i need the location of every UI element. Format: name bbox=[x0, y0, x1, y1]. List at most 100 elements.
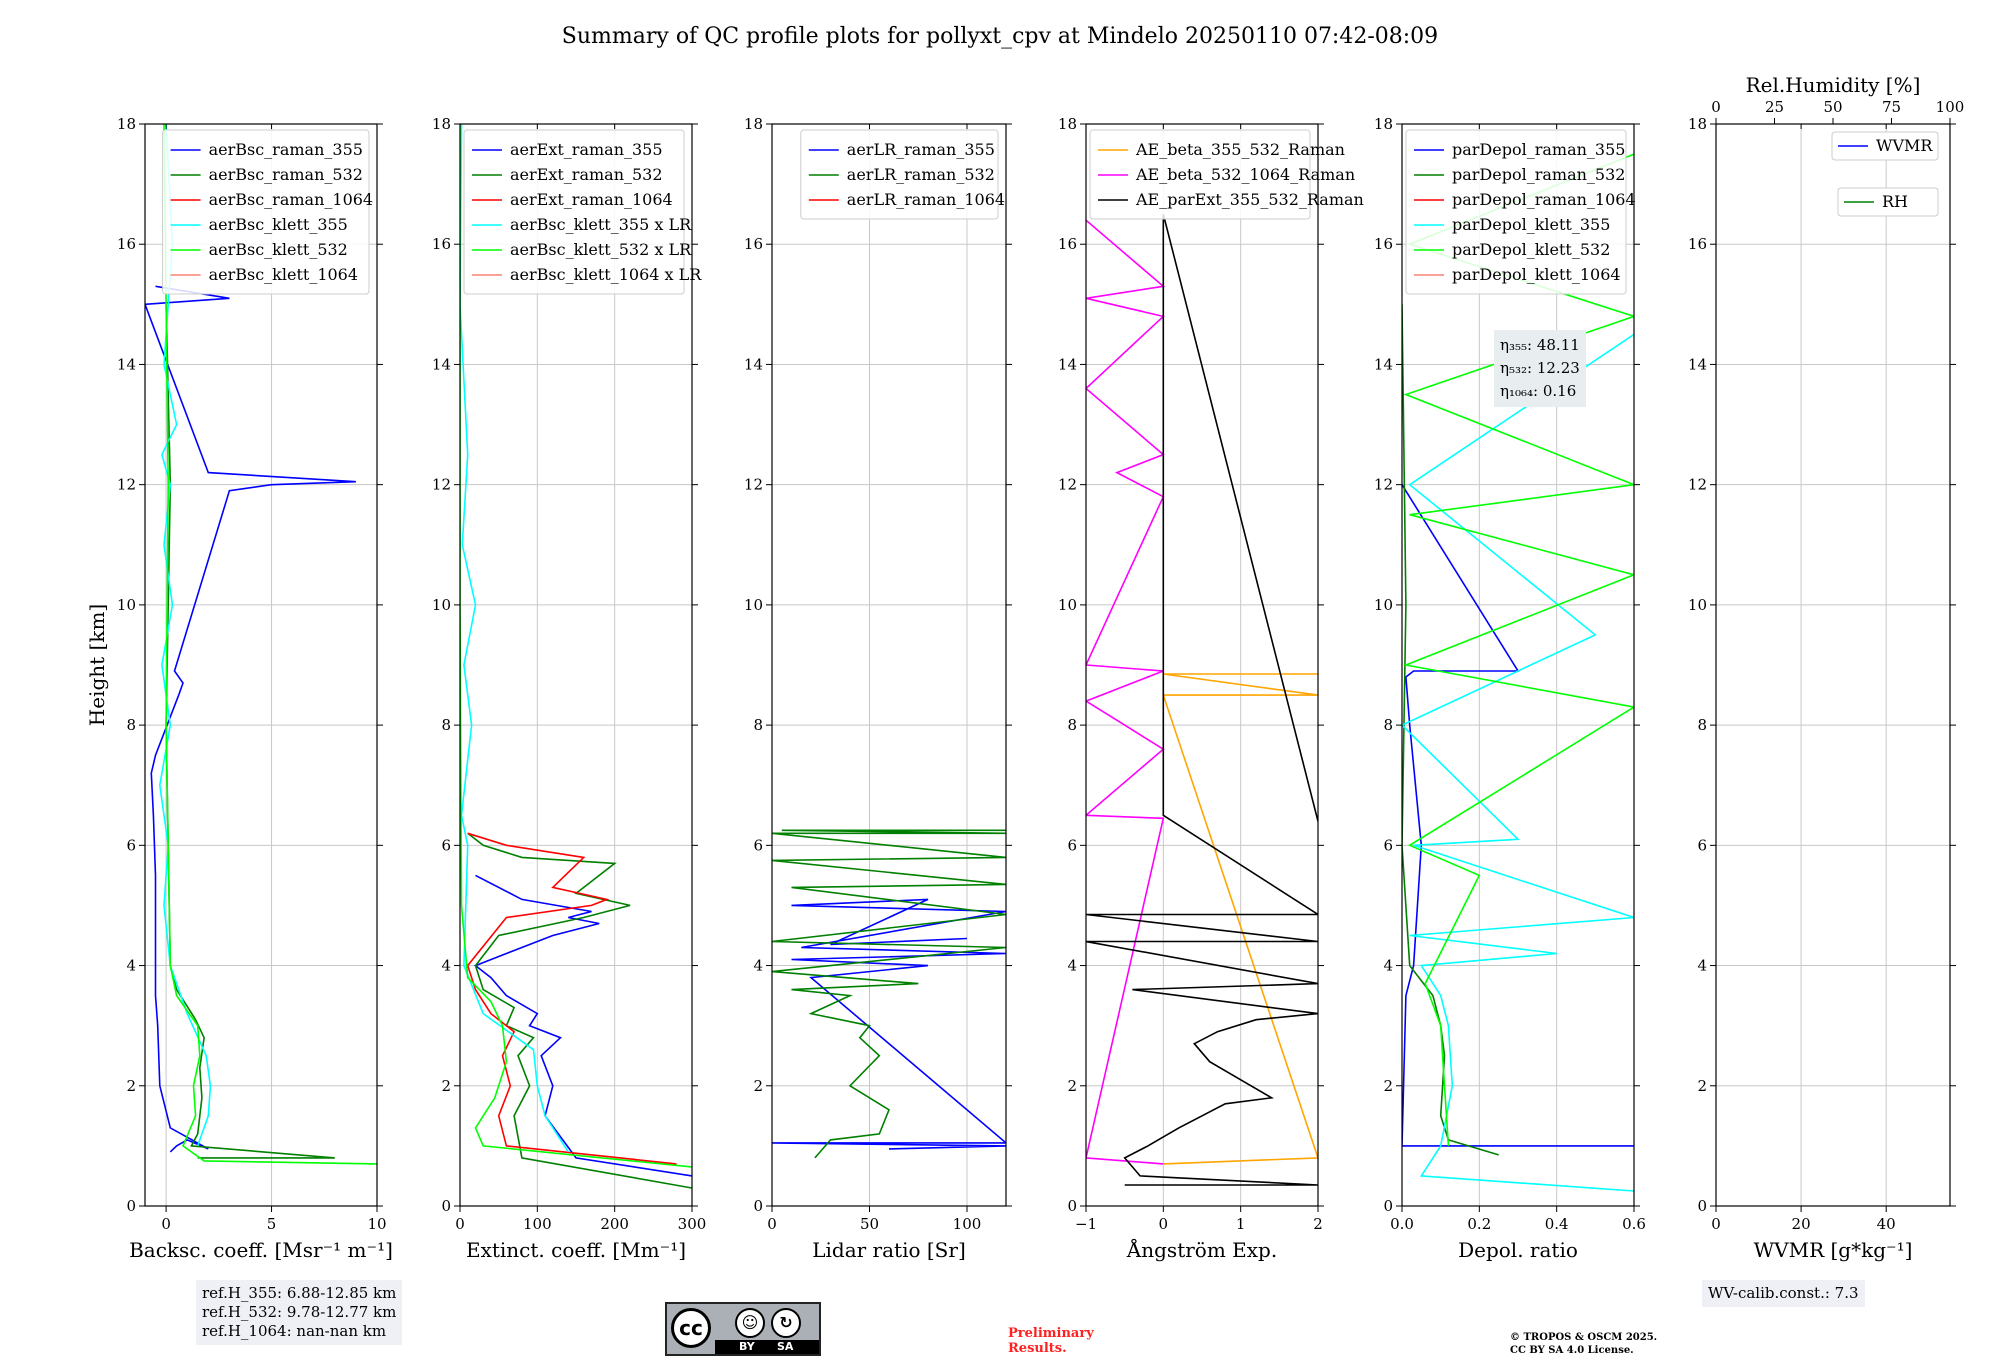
x-tick-label: 0.0 bbox=[1390, 1215, 1414, 1233]
plot-frame bbox=[459, 123, 693, 1207]
legend-entry: aerLR_raman_355 bbox=[847, 140, 995, 159]
preliminary-line-2: Results. bbox=[1008, 1341, 1067, 1356]
series-line-aerExt_raman_532 bbox=[467, 832, 692, 1189]
x-tick-label: 100 bbox=[523, 1215, 552, 1233]
y-tick-label: 12 bbox=[117, 476, 136, 494]
y-tick-label: 2 bbox=[753, 1077, 763, 1095]
eta-355: η₃₅₅: 48.11 bbox=[1500, 336, 1580, 354]
y-tick-label: 16 bbox=[744, 235, 763, 253]
eta-532: η₅₃₂: 12.23 bbox=[1500, 359, 1580, 377]
cc-icon: cc bbox=[671, 1308, 711, 1348]
y-tick-label: 16 bbox=[1058, 235, 1077, 253]
legend-box bbox=[463, 129, 685, 295]
x-tick-label: 300 bbox=[678, 1215, 707, 1233]
series-line-parDepol_raman_532 bbox=[1402, 304, 1499, 1156]
series-line-parDepol_klett_355 bbox=[1402, 333, 1634, 1192]
legend-entry: aerBsc_klett_1064 x LR bbox=[510, 265, 702, 284]
y-tick-label: 14 bbox=[432, 355, 451, 373]
legend-box bbox=[1405, 129, 1627, 295]
y-tick-label: 8 bbox=[1697, 716, 1707, 734]
attribution-icon: ☺ bbox=[735, 1308, 765, 1338]
series-line-aerBsc_klett_532 x LR bbox=[460, 124, 692, 1168]
x-tick-label: 0.6 bbox=[1622, 1215, 1646, 1233]
legend-entry: aerBsc_klett_532 x LR bbox=[510, 240, 692, 259]
y-tick-label: 4 bbox=[1697, 957, 1707, 975]
series-line-AE_beta_355_532_Raman bbox=[1162, 673, 1318, 1165]
y-tick-label: 4 bbox=[1383, 957, 1393, 975]
y-tick-label: 6 bbox=[441, 836, 451, 854]
top-x-tick-label: 75 bbox=[1882, 98, 1901, 116]
x-tick-label: 50 bbox=[860, 1215, 879, 1233]
legend-entry: aerLR_raman_1064 bbox=[847, 190, 1005, 209]
y-tick-label: 0 bbox=[1383, 1197, 1393, 1215]
x-tick-label: 0.4 bbox=[1545, 1215, 1569, 1233]
y-tick-label: 6 bbox=[1383, 836, 1393, 854]
ref-height-532: ref.H_532: 9.78-12.77 km bbox=[202, 1303, 397, 1321]
y-tick-label: 2 bbox=[126, 1077, 136, 1095]
y-tick-label: 12 bbox=[1058, 476, 1077, 494]
x-axis-label: WVMR [g*kg⁻¹] bbox=[1754, 1238, 1913, 1262]
x-tick-label: −1 bbox=[1075, 1215, 1097, 1233]
x-tick-label: 5 bbox=[267, 1215, 277, 1233]
y-tick-label: 14 bbox=[1688, 355, 1707, 373]
y-tick-label: 6 bbox=[1067, 836, 1077, 854]
y-tick-label: 10 bbox=[1688, 596, 1707, 614]
y-tick-label: 14 bbox=[1374, 355, 1393, 373]
share-alike-icon: ↻ bbox=[771, 1308, 801, 1338]
panel-extinction: 0 100 200 300 0 2 4 6 8 10 12 14 16 18 Extinct. coeff.… bbox=[432, 115, 706, 1262]
plot-frame bbox=[771, 123, 1007, 1207]
y-tick-label: 2 bbox=[1383, 1077, 1393, 1095]
y-tick-label: 12 bbox=[432, 476, 451, 494]
top-x-tick-label: 25 bbox=[1765, 98, 1784, 116]
y-tick-label: 8 bbox=[126, 716, 136, 734]
y-tick-label: 10 bbox=[432, 596, 451, 614]
cc-by-label: BY bbox=[739, 1340, 755, 1353]
y-tick-label: 4 bbox=[753, 957, 763, 975]
y-tick-label: 2 bbox=[441, 1077, 451, 1095]
wv-calibration-constant: WV-calib.const.: 7.3 bbox=[1708, 1284, 1859, 1302]
series-line-parDepol_raman_355 bbox=[1402, 484, 1634, 1147]
legend-entry: aerLR_raman_532 bbox=[847, 165, 995, 184]
y-tick-label: 8 bbox=[1383, 716, 1393, 734]
legend-entry: aerExt_raman_355 bbox=[510, 140, 663, 159]
reference-height-box: ref.H_355: 6.88-12.85 km ref.H_532: 9.78… bbox=[196, 1280, 403, 1345]
y-tick-label: 2 bbox=[1067, 1077, 1077, 1095]
x-tick-label: 100 bbox=[953, 1215, 982, 1233]
y-tick-label: 14 bbox=[1058, 355, 1077, 373]
panel-water-vapor: 0 20 40 0 2 4 6 8 10 12 14 16 18 WVMR [g*kg⁻¹] 0 25 50 75… bbox=[1688, 73, 1964, 1262]
y-tick-label: 12 bbox=[1374, 476, 1393, 494]
legend-entry: AE_parExt_355_532_Raman bbox=[1135, 190, 1364, 209]
top-x-tick-label: 100 bbox=[1936, 98, 1965, 116]
y-tick-label: 4 bbox=[1067, 957, 1077, 975]
legend-entry: RH bbox=[1882, 192, 1908, 211]
legend-entry: aerBsc_raman_532 bbox=[209, 165, 363, 184]
x-tick-label: 1 bbox=[1236, 1215, 1246, 1233]
eta-1064: η₁₀₆₄: 0.16 bbox=[1500, 382, 1577, 400]
panel-backscatter: 0 5 10 0 2 4 6 8 10 12 14 16 18 Backsc. coeff. [Msr⁻¹… bbox=[85, 115, 393, 1262]
copyright-line-1: © TROPOS & OSCM 2025. bbox=[1510, 1332, 1658, 1343]
y-tick-label: 0 bbox=[753, 1197, 763, 1215]
series-line-aerBsc_raman_355 bbox=[145, 285, 356, 1153]
legend-entry: aerBsc_klett_1064 bbox=[209, 265, 358, 284]
top-x-axis-label: Rel.Humidity [%] bbox=[1746, 73, 1921, 97]
y-tick-label: 18 bbox=[1688, 115, 1707, 133]
legend-entry: parDepol_raman_532 bbox=[1452, 165, 1625, 184]
y-tick-label: 10 bbox=[1058, 596, 1077, 614]
y-tick-label: 12 bbox=[1688, 476, 1707, 494]
y-tick-label: 18 bbox=[1058, 115, 1077, 133]
legend-entry: aerBsc_raman_355 bbox=[209, 140, 363, 159]
series-line-aerExt_raman_1064 bbox=[466, 832, 677, 1165]
copyright-line-2: CC BY SA 4.0 License. bbox=[1510, 1345, 1634, 1356]
y-tick-label: 18 bbox=[432, 115, 451, 133]
series-line-aerExt_raman_355 bbox=[473, 874, 692, 1177]
y-tick-label: 6 bbox=[753, 836, 763, 854]
y-tick-label: 10 bbox=[1374, 596, 1393, 614]
x-tick-label: 20 bbox=[1792, 1215, 1811, 1233]
y-axis-label: Height [km] bbox=[85, 604, 109, 726]
x-tick-label: 10 bbox=[367, 1215, 386, 1233]
y-tick-label: 18 bbox=[117, 115, 136, 133]
figure-title: Summary of QC profile plots for pollyxt_… bbox=[562, 24, 1438, 49]
